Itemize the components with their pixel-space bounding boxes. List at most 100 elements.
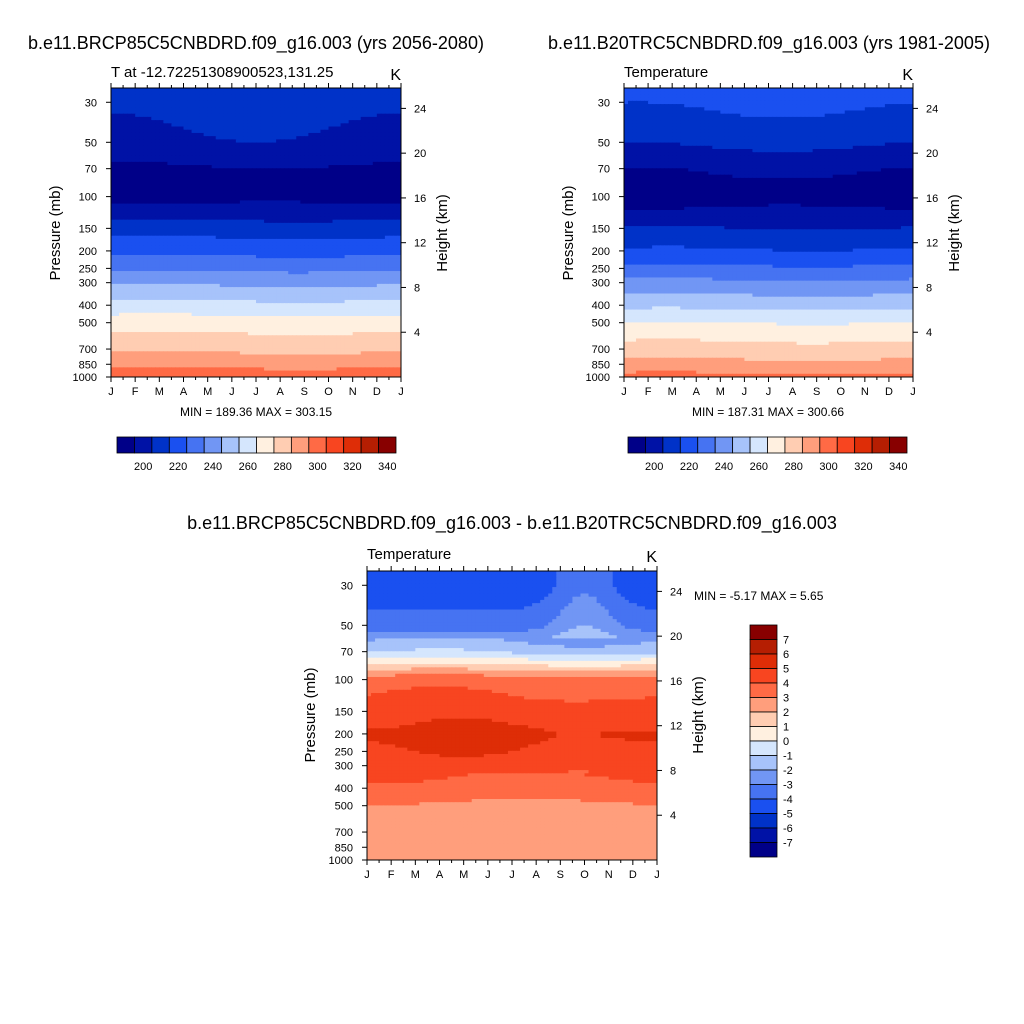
contour-cell bbox=[207, 149, 213, 153]
contour-cell bbox=[396, 267, 401, 272]
contour-cell bbox=[211, 161, 217, 166]
contour-cell bbox=[135, 283, 140, 288]
contour-cell bbox=[348, 242, 354, 246]
contour-cell bbox=[348, 245, 354, 250]
contour-cell bbox=[292, 267, 297, 272]
contour-cell bbox=[284, 161, 289, 166]
contour-cell bbox=[203, 287, 209, 291]
contour-cell bbox=[171, 210, 177, 214]
contour-cell bbox=[167, 165, 173, 169]
contour-cell bbox=[151, 287, 156, 291]
contour-cell bbox=[151, 113, 156, 118]
contour-cell bbox=[272, 203, 277, 208]
contour-cell bbox=[288, 197, 293, 201]
contour-cell bbox=[239, 139, 245, 144]
contour-cell bbox=[243, 142, 249, 147]
contour-cell bbox=[300, 258, 305, 262]
contour-cell bbox=[191, 104, 197, 108]
contour-cell bbox=[151, 280, 156, 285]
contour-cell bbox=[159, 104, 164, 108]
contour-cell bbox=[143, 161, 148, 166]
contour-cell bbox=[336, 280, 342, 285]
contour-cell bbox=[207, 100, 213, 105]
contour-cell bbox=[256, 184, 261, 189]
contour-cell bbox=[316, 306, 322, 311]
contour-cell bbox=[340, 267, 346, 272]
contour-cell bbox=[227, 181, 233, 185]
contour-cell bbox=[368, 177, 374, 182]
contour-cell bbox=[127, 120, 132, 124]
contour-cell bbox=[111, 210, 116, 214]
contour-cell bbox=[187, 139, 193, 144]
contour-cell bbox=[356, 190, 362, 195]
contour-cell bbox=[247, 187, 253, 192]
contour-cell bbox=[135, 181, 140, 185]
contour-cell bbox=[151, 132, 156, 137]
contour-cell bbox=[223, 161, 229, 166]
contour-cell bbox=[227, 226, 233, 230]
contour-cell bbox=[332, 149, 338, 153]
contour-cell bbox=[159, 296, 164, 301]
contour-cell bbox=[251, 254, 257, 259]
contour-cell bbox=[119, 91, 124, 96]
contour-cell bbox=[131, 216, 136, 221]
contour-cell bbox=[292, 152, 297, 157]
contour-cell bbox=[308, 91, 313, 96]
contour-cell bbox=[264, 116, 269, 121]
contour-cell bbox=[308, 116, 313, 121]
contour-cell bbox=[239, 245, 245, 250]
contour-cell bbox=[396, 152, 401, 157]
contour-cell bbox=[171, 232, 177, 237]
contour-cell bbox=[215, 203, 221, 208]
contour-cell bbox=[243, 177, 249, 182]
contour-cell bbox=[300, 120, 305, 124]
contour-cell bbox=[123, 238, 128, 243]
contour-cell bbox=[272, 238, 277, 243]
contour-cell bbox=[203, 222, 209, 227]
contour-cell bbox=[163, 110, 168, 115]
contour-cell bbox=[171, 142, 177, 147]
contour-cell bbox=[268, 293, 273, 298]
contour-cell bbox=[328, 171, 334, 176]
contour-cell bbox=[288, 200, 293, 205]
contour-cell bbox=[388, 210, 394, 214]
contour-cell bbox=[115, 158, 120, 163]
contour-cell bbox=[115, 293, 120, 298]
contour-cell bbox=[211, 88, 217, 92]
contour-cell bbox=[368, 161, 374, 166]
contour-cell bbox=[227, 142, 233, 147]
contour-cell bbox=[175, 110, 181, 115]
contour-cell bbox=[115, 107, 120, 112]
panel-future: b.e11.BRCP85C5CNBDRD.f09_g16.003 (yrs 20… bbox=[28, 33, 484, 473]
contour-cell bbox=[332, 254, 338, 259]
contour-cell bbox=[127, 197, 132, 201]
contour-cell bbox=[231, 222, 237, 227]
contour-cell bbox=[332, 100, 338, 105]
contour-cell bbox=[308, 258, 313, 262]
contour-cell bbox=[251, 187, 257, 192]
contour-cell bbox=[203, 203, 209, 208]
contour-cell bbox=[143, 238, 148, 243]
contour-cell bbox=[187, 229, 193, 234]
contour-cell bbox=[111, 155, 116, 160]
contour-cell bbox=[280, 91, 285, 96]
contour-cell bbox=[159, 222, 164, 227]
contour-cell bbox=[256, 271, 261, 275]
contour-cell bbox=[115, 165, 120, 169]
contour-cell bbox=[215, 100, 221, 105]
contour-cell bbox=[284, 145, 289, 150]
contour-cell bbox=[167, 277, 173, 282]
contour-cell bbox=[199, 145, 205, 150]
contour-cell bbox=[332, 242, 338, 246]
contour-cell bbox=[392, 155, 398, 160]
contour-cell bbox=[344, 274, 350, 279]
contour-cell bbox=[356, 177, 362, 182]
contour-cell bbox=[352, 120, 358, 124]
contour-cell bbox=[356, 197, 362, 201]
contour-cell bbox=[332, 251, 338, 256]
contour-cell bbox=[151, 293, 156, 298]
contour-cell bbox=[368, 248, 374, 253]
contour-cell bbox=[356, 238, 362, 243]
contour-cell bbox=[163, 152, 168, 157]
contour-cell bbox=[203, 168, 209, 173]
